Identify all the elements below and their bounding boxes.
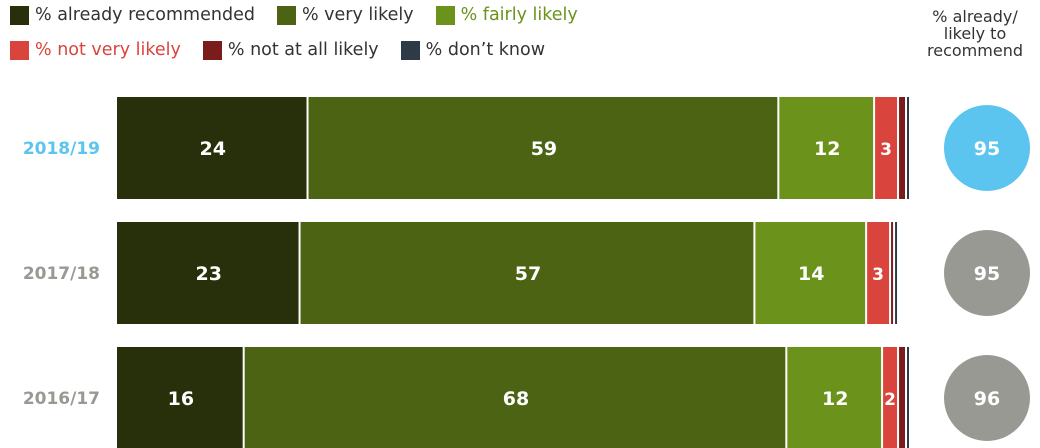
data-label: 59 xyxy=(531,138,557,160)
legend-label: % not very likely xyxy=(35,40,181,60)
data-label: 3 xyxy=(872,265,884,285)
total-circle xyxy=(944,230,1030,316)
totals-column-header: % already/ likely to recommend xyxy=(915,8,1035,59)
bar-segment xyxy=(755,222,866,324)
legend-item-very-likely: % very likely xyxy=(276,5,414,25)
bar-segment xyxy=(883,347,898,448)
bar-segment xyxy=(875,97,898,199)
legend-label: % not at all likely xyxy=(227,40,379,60)
data-label: 3 xyxy=(880,140,892,160)
bar-segment xyxy=(779,97,874,199)
data-label: 68 xyxy=(503,388,529,410)
bar-segment xyxy=(907,347,910,448)
legend-swatch xyxy=(202,40,222,60)
data-label: 23 xyxy=(196,263,222,285)
legend-swatch xyxy=(276,5,296,25)
legend-row-1: % already recommended % very likely % fa… xyxy=(10,5,600,25)
legend-item-already-recommended: % already recommended xyxy=(10,5,255,25)
total-circle xyxy=(944,105,1030,191)
legend-row-2: % not very likely % not at all likely % … xyxy=(10,40,567,60)
legend-label: % don’t know xyxy=(425,40,546,60)
category-label: 2017/18 xyxy=(23,264,100,284)
totals-header-line: recommend xyxy=(927,41,1023,60)
total-circle xyxy=(944,355,1030,441)
legend-label: % very likely xyxy=(301,5,414,25)
legend-item-fairly-likely: % fairly likely xyxy=(435,5,578,25)
bar-segment xyxy=(300,222,754,324)
bar-segment xyxy=(899,97,906,199)
total-label: 95 xyxy=(974,263,1000,285)
bar-segment xyxy=(308,97,778,199)
totals-header-line: likely to xyxy=(943,24,1007,43)
bar-segment xyxy=(891,222,894,324)
bar-segment xyxy=(244,347,786,448)
legend-swatch xyxy=(10,5,29,25)
bar-segment xyxy=(867,222,890,324)
totals-header-line: % already/ xyxy=(932,7,1018,26)
legend-swatch xyxy=(435,5,455,25)
data-label: 12 xyxy=(814,138,840,160)
bar-segment xyxy=(907,97,910,199)
bar-segment xyxy=(117,222,299,324)
legend-swatch xyxy=(10,40,29,60)
legend-item-dont-know: % don’t know xyxy=(400,40,546,60)
category-label: 2018/19 xyxy=(23,139,100,159)
data-label: 14 xyxy=(798,263,824,285)
bar-segment xyxy=(117,347,243,448)
total-label: 96 xyxy=(974,388,1000,410)
data-label: 24 xyxy=(200,138,226,160)
data-label: 16 xyxy=(168,388,194,410)
data-label: 2 xyxy=(884,390,896,410)
bar-segment xyxy=(117,97,307,199)
category-label: 2016/17 xyxy=(23,389,100,409)
legend-label: % fairly likely xyxy=(460,5,578,25)
bar-segment xyxy=(895,222,898,324)
total-label: 95 xyxy=(974,138,1000,160)
legend-item-not-very-likely: % not very likely xyxy=(10,40,181,60)
legend-label: % already recommended xyxy=(35,5,255,25)
data-label: 57 xyxy=(515,263,541,285)
bar-segment xyxy=(787,347,882,448)
legend-item-not-at-all-likely: % not at all likely xyxy=(202,40,379,60)
bar-segment xyxy=(899,347,906,448)
data-label: 12 xyxy=(822,388,848,410)
legend-swatch xyxy=(400,40,420,60)
